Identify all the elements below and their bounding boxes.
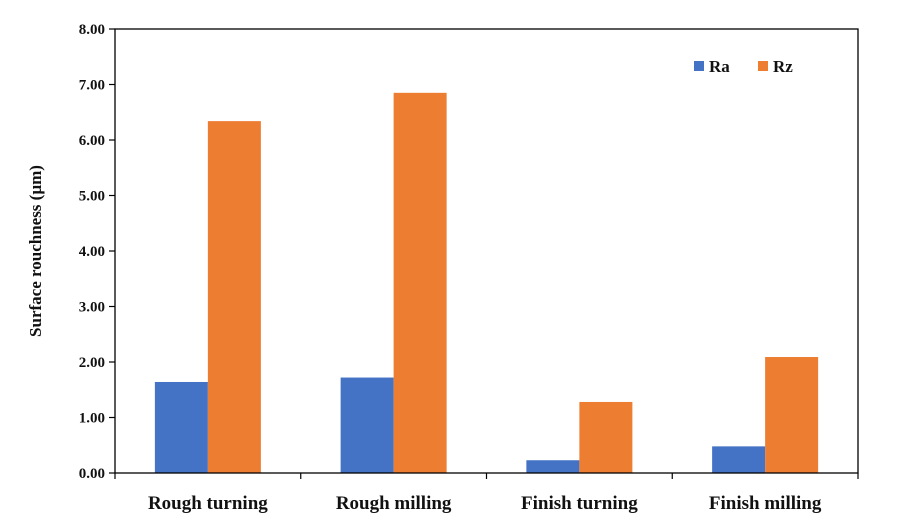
x-category-label: Finish turning xyxy=(521,493,638,514)
legend-label-rz: Rz xyxy=(773,57,793,76)
x-category-label: Rough milling xyxy=(336,493,452,514)
plot-frame xyxy=(114,28,859,474)
y-axis-ticks: 0.00 1.00 2.00 3.00 4.00 5.00 6.00 7.00 8.00 xyxy=(79,22,115,482)
bar-rz-finish-milling xyxy=(765,357,819,473)
y-tick-label: 6.00 xyxy=(79,133,105,149)
y-tick-label: 8.00 xyxy=(79,22,105,38)
y-tick-label: 5.00 xyxy=(79,189,105,205)
y-tick-label: 0.00 xyxy=(79,466,105,482)
y-tick-label: 7.00 xyxy=(79,78,105,94)
legend-label-ra: Ra xyxy=(709,57,730,76)
bar-rz-rough-turning xyxy=(207,121,261,473)
y-tick-label: 4.00 xyxy=(79,244,105,260)
y-tick-label: 2.00 xyxy=(79,355,105,371)
bar-rz-rough-milling xyxy=(393,92,447,473)
x-category-label: Finish milling xyxy=(709,493,822,514)
y-axis-title: Surface rouchness (µm) xyxy=(26,165,45,337)
x-axis-labels: Rough turning Rough milling Finish turning… xyxy=(114,473,859,514)
legend-swatch-rz xyxy=(758,61,768,71)
bar-ra-finish-turning xyxy=(526,460,580,473)
bar-ra-rough-turning xyxy=(154,381,208,473)
legend-swatch-ra xyxy=(694,61,704,71)
y-tick-label: 3.00 xyxy=(79,300,105,316)
bar-ra-finish-milling xyxy=(712,446,766,473)
y-tick-label: 1.00 xyxy=(79,411,105,427)
legend: Ra Rz xyxy=(694,57,793,76)
bars-group xyxy=(154,92,819,473)
bar-ra-rough-milling xyxy=(340,377,394,473)
x-category-label: Rough turning xyxy=(148,493,268,514)
bar-rz-finish-turning xyxy=(579,401,633,473)
